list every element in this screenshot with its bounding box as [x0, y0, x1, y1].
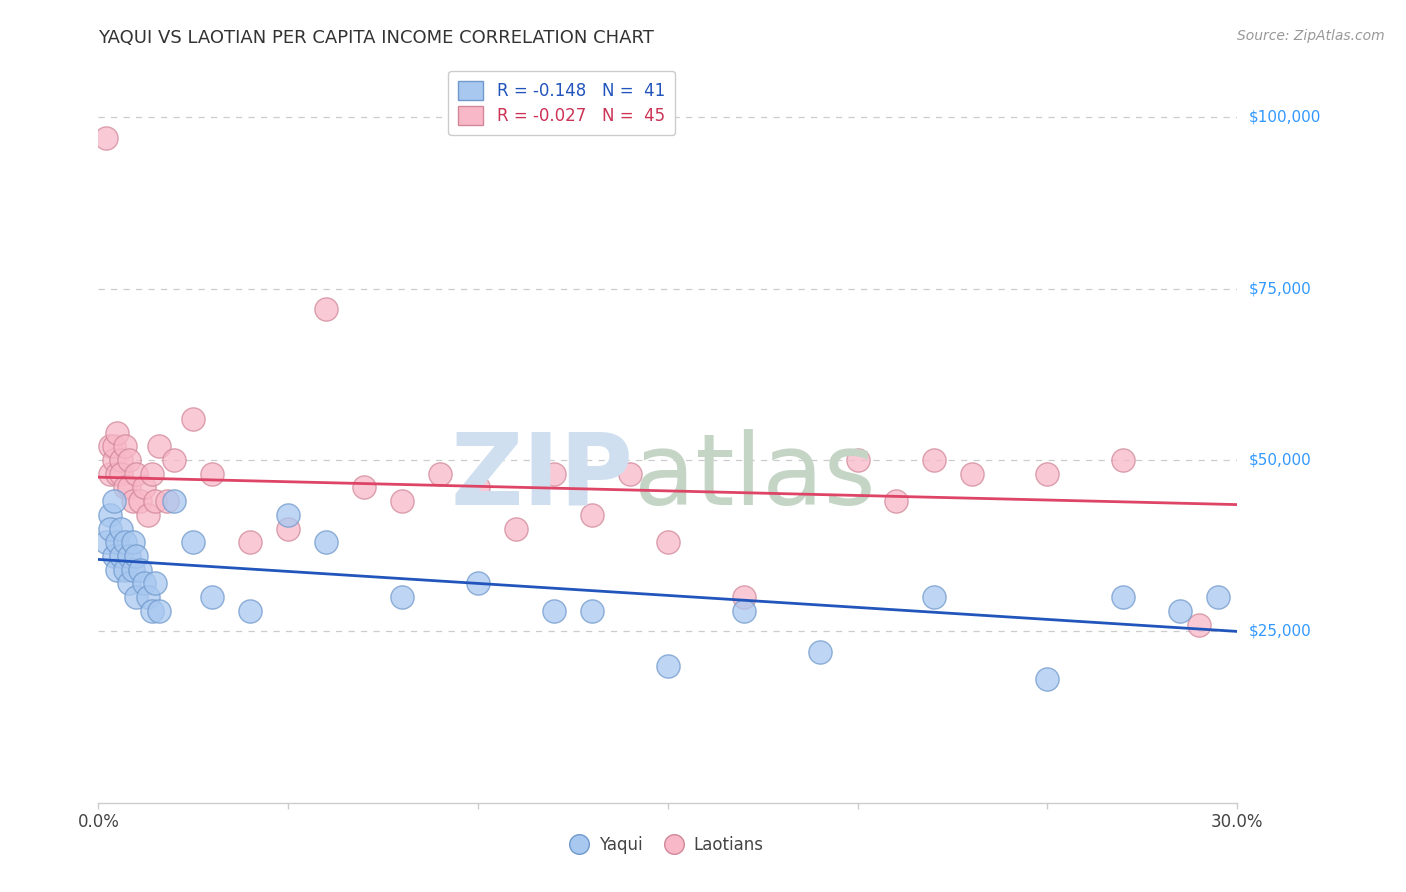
Point: [201, 467, 224, 481]
Point: [960, 467, 983, 481]
Point: [98, 467, 121, 481]
Point: [543, 467, 565, 481]
Point: [107, 563, 129, 577]
Point: [1208, 590, 1230, 604]
Text: $25,000: $25,000: [1249, 624, 1312, 639]
Point: [145, 494, 167, 508]
Point: [114, 480, 136, 494]
Point: [145, 576, 167, 591]
Point: [114, 439, 136, 453]
Point: [103, 494, 125, 508]
Point: [110, 467, 132, 481]
Point: [136, 590, 159, 604]
Text: ZIP: ZIP: [451, 428, 634, 525]
Point: [129, 494, 152, 508]
Point: [1112, 453, 1135, 467]
Legend: Yaqui, Laotians: Yaqui, Laotians: [565, 830, 770, 861]
Text: YAQUI VS LAOTIAN PER CAPITA INCOME CORRELATION CHART: YAQUI VS LAOTIAN PER CAPITA INCOME CORRE…: [98, 29, 654, 47]
Point: [110, 549, 132, 563]
Point: [581, 604, 603, 618]
Point: [543, 604, 565, 618]
Point: [619, 467, 641, 481]
Point: [163, 494, 186, 508]
Point: [657, 535, 679, 549]
Point: [884, 494, 907, 508]
Point: [1036, 467, 1059, 481]
Point: [98, 508, 121, 522]
Point: [808, 645, 831, 659]
Point: [391, 590, 413, 604]
Point: [922, 453, 945, 467]
Point: [467, 576, 489, 591]
Point: [94, 131, 117, 145]
Point: [156, 494, 179, 508]
Point: [1036, 673, 1059, 687]
Point: [103, 439, 125, 453]
Point: [114, 563, 136, 577]
Text: atlas: atlas: [634, 428, 876, 525]
Point: [733, 590, 755, 604]
Point: [121, 535, 143, 549]
Point: [141, 604, 163, 618]
Point: [239, 535, 262, 549]
Point: [118, 576, 141, 591]
Point: [103, 453, 125, 467]
Point: [136, 508, 159, 522]
Point: [581, 508, 603, 522]
Point: [118, 549, 141, 563]
Point: [129, 563, 152, 577]
Point: [391, 494, 413, 508]
Point: [1188, 617, 1211, 632]
Point: [353, 480, 375, 494]
Point: [121, 494, 143, 508]
Point: [505, 522, 527, 536]
Point: [277, 522, 299, 536]
Point: [118, 453, 141, 467]
Point: [107, 467, 129, 481]
Point: [163, 453, 186, 467]
Point: [183, 535, 205, 549]
Point: [183, 412, 205, 426]
Point: [103, 549, 125, 563]
Point: [98, 439, 121, 453]
Point: [315, 535, 337, 549]
Point: [846, 453, 869, 467]
Point: [733, 604, 755, 618]
Point: [114, 535, 136, 549]
Point: [107, 535, 129, 549]
Point: [110, 453, 132, 467]
Point: [110, 522, 132, 536]
Point: [429, 467, 451, 481]
Point: [1112, 590, 1135, 604]
Point: [315, 302, 337, 317]
Text: $50,000: $50,000: [1249, 452, 1312, 467]
Point: [239, 604, 262, 618]
Text: $100,000: $100,000: [1249, 110, 1320, 125]
Point: [132, 576, 155, 591]
Text: $75,000: $75,000: [1249, 281, 1312, 296]
Point: [141, 467, 163, 481]
Text: Source: ZipAtlas.com: Source: ZipAtlas.com: [1237, 29, 1385, 44]
Point: [125, 549, 148, 563]
Point: [148, 604, 170, 618]
Point: [467, 480, 489, 494]
Point: [125, 590, 148, 604]
Point: [277, 508, 299, 522]
Point: [107, 425, 129, 440]
Point: [201, 590, 224, 604]
Point: [125, 467, 148, 481]
Point: [1170, 604, 1192, 618]
Point: [922, 590, 945, 604]
Point: [657, 658, 679, 673]
Point: [121, 563, 143, 577]
Point: [118, 480, 141, 494]
Point: [94, 535, 117, 549]
Point: [148, 439, 170, 453]
Point: [98, 522, 121, 536]
Point: [132, 480, 155, 494]
